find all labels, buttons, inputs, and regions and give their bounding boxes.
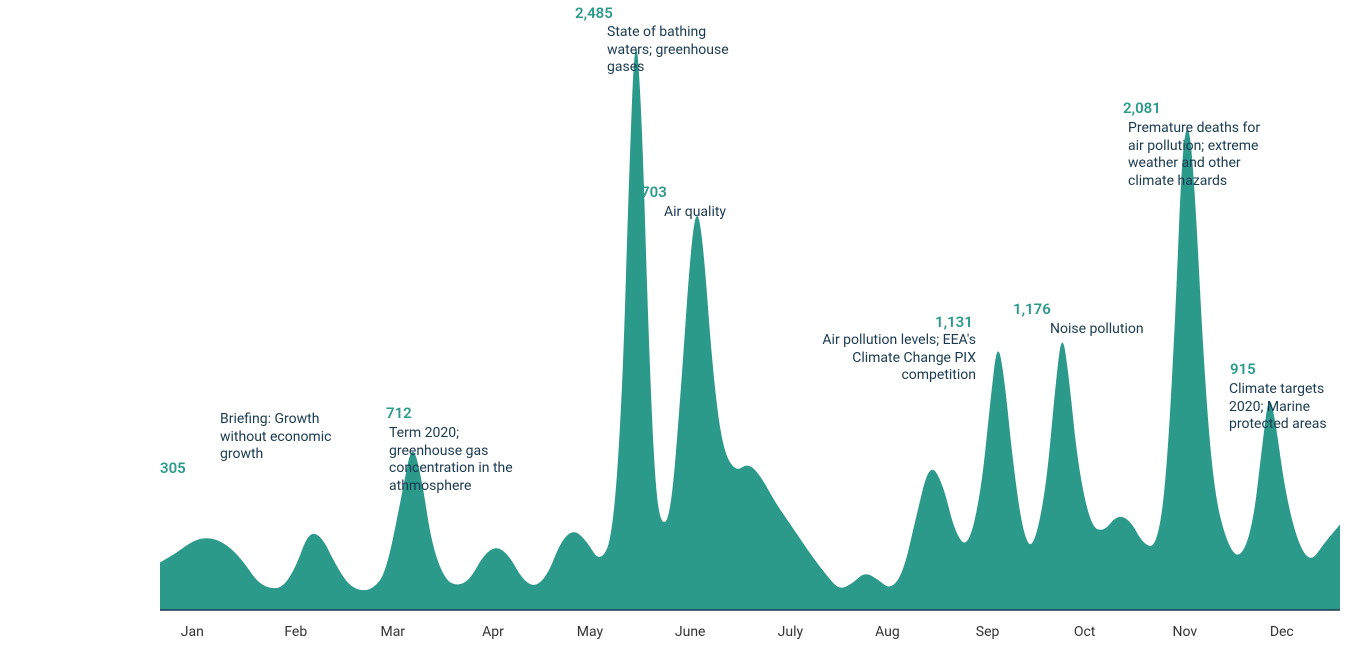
oct-peak-description: Noise pollution bbox=[1050, 321, 1170, 339]
dec-peak-value: 915 bbox=[1230, 360, 1256, 378]
x-axis-month-label: Sep bbox=[968, 624, 1008, 640]
jun-peak-description: Air quality bbox=[664, 204, 764, 222]
x-axis-month-label: Jan bbox=[172, 624, 212, 640]
nov-peak-description: Premature deaths for air pollution; extr… bbox=[1128, 120, 1278, 190]
x-axis-month-label: Dec bbox=[1262, 624, 1302, 640]
jan-peak-value: 305 bbox=[160, 459, 186, 477]
oct-peak-value: 1,176 bbox=[1013, 300, 1051, 318]
x-axis-month-label: May bbox=[570, 624, 610, 640]
dec-peak-description: Climate targets 2020; Marine protected a… bbox=[1229, 381, 1339, 434]
may-peak-description: State of bathing waters; greenhouse gase… bbox=[607, 24, 747, 77]
x-axis-month-label: Apr bbox=[473, 624, 513, 640]
jun-peak-value: 1,703 bbox=[629, 183, 667, 201]
x-axis-month-label: Aug bbox=[867, 624, 907, 640]
mar-peak-description: Term 2020; greenhouse gas concentration … bbox=[389, 425, 529, 495]
jan-peak-description: Briefing: Growth without economic growth bbox=[220, 411, 360, 464]
x-axis-month-label: July bbox=[770, 624, 810, 640]
x-axis-month-label: Nov bbox=[1165, 624, 1205, 640]
may-peak-value: 2,485 bbox=[575, 4, 613, 22]
nov-peak-value: 2,081 bbox=[1123, 99, 1161, 117]
sep-peak-value: 1,131 bbox=[935, 313, 973, 331]
mar-peak-value: 712 bbox=[386, 404, 412, 422]
x-axis-month-label: June bbox=[670, 624, 710, 640]
x-axis-month-label: Mar bbox=[373, 624, 413, 640]
sep-peak-description: Air pollution levels; EEA's Climate Chan… bbox=[816, 332, 976, 385]
x-axis-month-label: Oct bbox=[1065, 624, 1105, 640]
x-axis-month-label: Feb bbox=[276, 624, 316, 640]
area-chart: Jan Feb Mar Apr May June July Aug Sep Oct Nov Dec 30… bbox=[0, 0, 1370, 659]
